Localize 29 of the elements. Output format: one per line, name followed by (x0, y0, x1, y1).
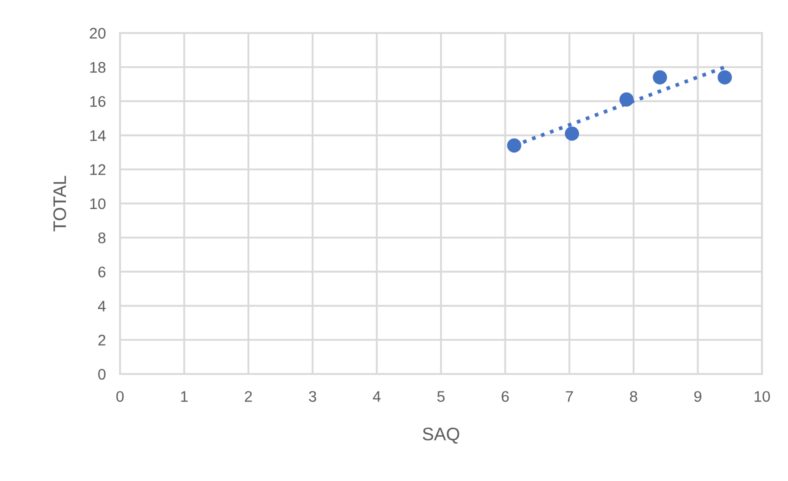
y-tick-label: 8 (98, 232, 106, 244)
y-tick-label: 0 (98, 368, 106, 380)
point (564, 126, 580, 141)
y-tick-label: 18 (90, 62, 106, 73)
point (718, 70, 732, 84)
x-tick-label: 2 (244, 391, 252, 402)
x-tick-label: 4 (372, 391, 381, 402)
x-tick-label: 0 (116, 391, 124, 402)
point (619, 92, 634, 107)
x-tick-label: 5 (437, 391, 445, 402)
y-axis-title: TOTAL (53, 176, 66, 232)
y-tick-label: 4 (98, 300, 106, 312)
x-tick-label: 9 (694, 391, 702, 402)
x-tick-label: 6 (502, 391, 509, 402)
x-tick-label: 3 (308, 391, 316, 402)
y-tick-label: 16 (90, 96, 106, 107)
x-tick-label: 8 (630, 391, 638, 402)
x-tick-label: 7 (566, 391, 573, 402)
y-tick-label: 14 (90, 130, 106, 141)
y-tick-label: 2 (98, 334, 106, 346)
x-tick-label: 1 (181, 391, 188, 402)
point (507, 138, 522, 153)
point (652, 70, 668, 84)
y-tick-label: 20 (90, 28, 106, 39)
y-tick-label: 12 (90, 164, 106, 175)
x-tick-label: 10 (754, 391, 770, 402)
y-tick-label: 10 (90, 198, 106, 210)
x-axis-title: SAQ (422, 428, 460, 444)
y-tick-label: 6 (98, 266, 106, 278)
